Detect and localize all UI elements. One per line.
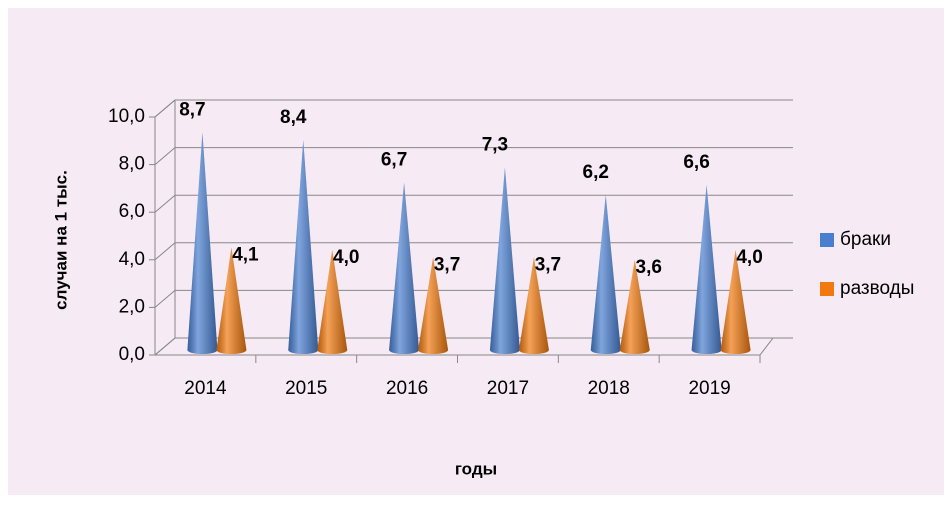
cone-shade <box>216 247 247 354</box>
diagonal <box>154 194 176 213</box>
x-tick-label: 2014 <box>184 378 227 399</box>
value-label: 4,0 <box>736 247 762 268</box>
diagonal <box>154 99 176 118</box>
cone-shade <box>489 167 520 354</box>
cone-shade <box>590 195 621 354</box>
y-tick-label: 10,0 <box>108 106 145 127</box>
y-tick-label: 0,0 <box>119 344 145 365</box>
cone-shade <box>187 132 218 354</box>
legend-swatch <box>820 233 834 247</box>
legend-label: разводы <box>840 278 914 299</box>
diagonal <box>154 290 176 308</box>
value-label: 4,1 <box>232 245 259 266</box>
legend-label: браки <box>840 229 891 250</box>
value-label: 6,7 <box>381 150 407 171</box>
cone-shade <box>288 140 319 354</box>
value-label: 4,0 <box>333 247 359 268</box>
y-tick-label: 4,0 <box>119 249 145 270</box>
x-tick-label: 2016 <box>386 378 428 399</box>
x-axis-title: годы <box>455 459 497 478</box>
legend-swatch <box>820 282 834 296</box>
cone-shade <box>518 257 549 354</box>
value-label: 8,4 <box>280 107 307 128</box>
value-label: 6,6 <box>683 152 709 173</box>
value-label: 3,7 <box>434 255 460 276</box>
diagonal <box>154 337 176 356</box>
x-tick-label: 2019 <box>688 378 730 399</box>
value-label: 3,7 <box>535 255 561 276</box>
cone-shade <box>619 260 650 354</box>
value-label: 7,3 <box>482 135 508 156</box>
y-tick-label: 2,0 <box>119 296 145 317</box>
x-tick-label: 2015 <box>285 378 327 399</box>
chart-background <box>8 8 944 495</box>
y-tick-label: 6,0 <box>119 201 145 222</box>
diagonal <box>154 147 176 165</box>
diagonal <box>154 242 176 261</box>
cone-shade <box>691 185 722 354</box>
value-label: 8,7 <box>179 100 205 121</box>
cone-shade <box>720 250 751 354</box>
cone-shade <box>317 250 348 354</box>
cone-shade <box>418 257 449 354</box>
x-tick-label: 2017 <box>487 378 529 399</box>
value-label: 3,6 <box>636 257 662 278</box>
y-tick-label: 8,0 <box>119 154 145 175</box>
x-tick-label: 2018 <box>588 378 630 399</box>
cone-shade <box>389 182 420 354</box>
y-axis-title: случаи на 1 тыс. <box>51 170 70 310</box>
value-label: 6,2 <box>583 162 609 183</box>
